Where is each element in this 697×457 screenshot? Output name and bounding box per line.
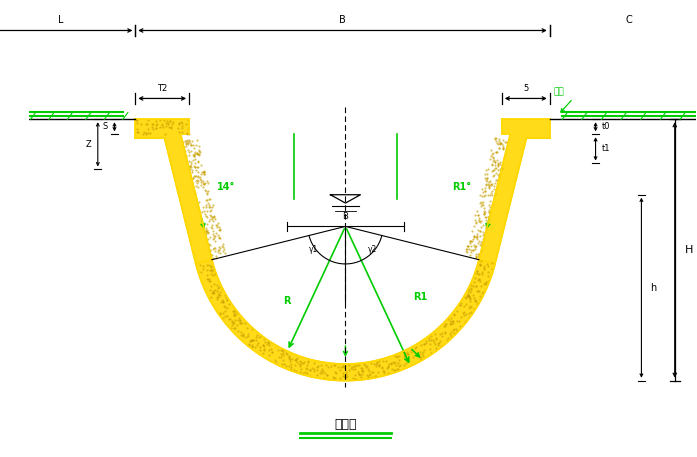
Text: B: B xyxy=(339,16,346,26)
Text: Z: Z xyxy=(85,140,91,149)
Text: 断面图: 断面图 xyxy=(334,418,357,431)
Text: T2: T2 xyxy=(157,85,167,93)
Text: 14°: 14° xyxy=(217,182,236,192)
Text: 5: 5 xyxy=(523,85,528,93)
Text: R: R xyxy=(283,297,291,307)
Text: h: h xyxy=(650,283,656,292)
Text: R1°: R1° xyxy=(452,182,471,192)
Text: γ1: γ1 xyxy=(309,245,319,254)
Text: t1: t1 xyxy=(602,144,610,154)
Text: B: B xyxy=(342,212,348,221)
Text: R1: R1 xyxy=(413,292,427,302)
Text: t0: t0 xyxy=(602,122,610,131)
Polygon shape xyxy=(479,119,550,264)
Polygon shape xyxy=(135,119,212,264)
Text: H: H xyxy=(684,245,693,255)
Polygon shape xyxy=(196,260,495,381)
Text: L: L xyxy=(58,16,63,26)
Text: C: C xyxy=(625,16,632,26)
Text: 填土: 填土 xyxy=(554,87,565,96)
Text: S: S xyxy=(102,122,108,131)
Text: γ2: γ2 xyxy=(367,245,377,254)
